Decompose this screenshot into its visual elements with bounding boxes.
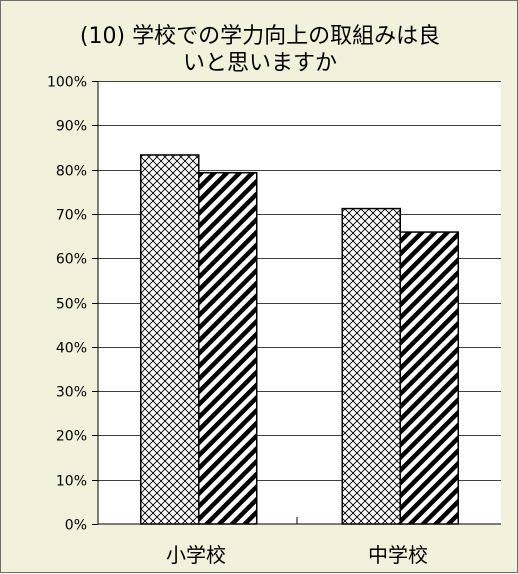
chart-title-line-2: いと思いますか — [183, 51, 337, 76]
y-tick-label-20: 20% — [56, 429, 87, 445]
y-tick-label-80: 80% — [56, 164, 87, 180]
bars — [140, 154, 459, 525]
y-tick-label-60: 60% — [56, 252, 87, 268]
bar-elementary-series-1 — [140, 154, 200, 525]
category-label-elementary: 小学校 — [166, 543, 226, 567]
bar-elementary-series-2 — [198, 171, 258, 525]
y-tick-label-40: 40% — [56, 341, 87, 357]
y-tick-label-30: 30% — [56, 385, 87, 401]
chart-title-line-1: (10) 学校での学力向上の取組みは良 — [80, 24, 440, 49]
bar-junior-high-series-1 — [341, 207, 401, 525]
y-axis-ticks: 0% 10% 20% 30% 40% 50% 60% 70% 80% 90% 100% — [47, 75, 98, 534]
y-tick-label-0: 0% — [65, 518, 87, 534]
y-tick-label-10: 10% — [56, 474, 87, 490]
y-tick-label-90: 90% — [56, 119, 87, 135]
y-tick-label-50: 50% — [56, 297, 87, 313]
y-tick-label-100: 100% — [47, 75, 87, 91]
bar-junior-high-series-2 — [399, 231, 459, 525]
category-label-junior-high: 中学校 — [368, 543, 428, 567]
y-tick-label-70: 70% — [56, 208, 87, 224]
